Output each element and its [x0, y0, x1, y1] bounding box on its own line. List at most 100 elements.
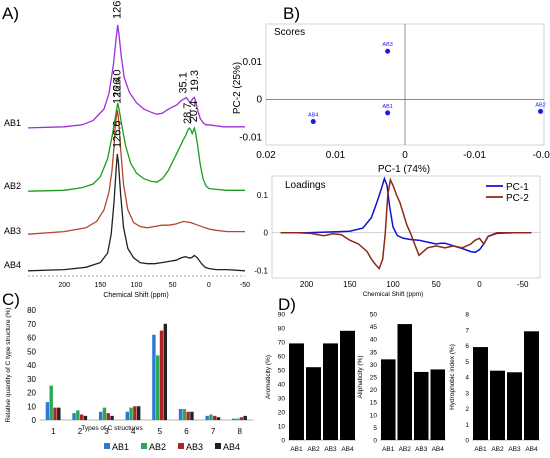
- peak-label: 126.0: [112, 69, 124, 97]
- score-point-ab3: [385, 48, 391, 54]
- y-tick-label: 30: [27, 375, 36, 384]
- bar-ab4: [163, 323, 168, 420]
- y-tick-label: 50: [27, 347, 36, 356]
- bar-ab1: [473, 347, 488, 440]
- x-tick-label: AB3: [324, 446, 337, 453]
- legend-swatch: [178, 443, 184, 449]
- y-tick-label: 7: [465, 327, 469, 334]
- plot-frame: [271, 175, 541, 279]
- x-tick-label: AB1: [474, 446, 487, 453]
- score-point-ab4: [310, 119, 316, 125]
- bar-ab4: [136, 406, 141, 420]
- y-tick-label: 25: [370, 375, 378, 382]
- y-tick-label: 2: [465, 406, 469, 413]
- x-tick-label: 4: [131, 427, 136, 436]
- legend-swatch: [141, 443, 147, 449]
- y-tick-label: 8: [465, 312, 469, 319]
- x-tick-label: 0.01: [326, 150, 346, 161]
- bar-ab1: [72, 413, 76, 420]
- y-tick-label: 40: [370, 337, 378, 344]
- bar-ab4: [83, 415, 88, 420]
- bar-ab3: [53, 407, 57, 420]
- panel-label-d: D): [278, 295, 296, 314]
- bar-ab4: [190, 411, 194, 420]
- y-tick-label: 50: [370, 312, 378, 319]
- x-tick-label: AB4: [432, 446, 445, 453]
- y-tick-label: 0.1: [257, 191, 269, 200]
- x-tick-label: 2: [78, 427, 83, 436]
- spectrum-line-ab2: [27, 102, 245, 192]
- y-tick-label: 10: [27, 402, 36, 411]
- x-tick-label: 7: [211, 427, 216, 436]
- score-point-label: AB2: [535, 102, 545, 108]
- y-tick-label: 40: [27, 361, 36, 370]
- peak-label: 19.3: [189, 70, 201, 91]
- bar-ab1: [232, 418, 236, 420]
- y-tick-label: 15: [370, 400, 378, 407]
- x-tick-label: 8: [237, 427, 242, 436]
- x-axis-title: PC-1 (74%): [378, 164, 430, 175]
- y-axis-title: Relative quantity of C type structure (%…: [5, 308, 12, 423]
- y-axis-title: PC-2 (25%): [232, 62, 243, 114]
- y-tick-label: 30: [278, 396, 286, 403]
- y-tick-label: 50: [278, 368, 286, 375]
- y-tick-label: 5: [373, 425, 377, 432]
- y-tick-label: 30: [370, 362, 378, 369]
- pca-loadings-plot: Loadings 0.1 0 -0.1 200 150 100 50 0 -50 Chemical …: [254, 175, 541, 298]
- bar-ab3: [323, 343, 338, 440]
- y-tick-label: 40: [278, 382, 286, 389]
- y-tick-label: 35: [370, 349, 378, 356]
- y-tick-label: 0: [373, 438, 377, 445]
- bar-ab2: [49, 385, 53, 420]
- x-tick-label: AB1: [382, 446, 395, 453]
- bar-ab2: [102, 407, 107, 420]
- bar-ab1: [380, 359, 396, 440]
- bar-ab2: [235, 418, 240, 420]
- x-tick-label: AB2: [399, 446, 412, 453]
- bar-ab2: [182, 409, 187, 420]
- y-tick-label: 60: [27, 334, 36, 343]
- score-point-label: AB1: [382, 104, 392, 110]
- panel-label-c: C): [2, 290, 20, 309]
- peak-label: 35.1: [177, 72, 189, 93]
- y-tick-label: 20: [370, 387, 378, 394]
- bar-ab3: [239, 417, 244, 420]
- bar-ab3: [133, 406, 137, 420]
- bar-ab4: [57, 407, 61, 420]
- x-tick-label: -0.02: [533, 150, 550, 161]
- y-tick-label: 0: [32, 416, 37, 425]
- x-tick-label: 150: [94, 282, 106, 289]
- y-tick-label: 0: [281, 438, 285, 445]
- x-tick-label: AB3: [415, 446, 428, 453]
- plot-title: Loadings: [285, 180, 326, 191]
- x-tick-label: 100: [131, 282, 143, 289]
- y-tick-label: 0: [465, 438, 469, 445]
- bar-ab3: [159, 330, 164, 420]
- y-tick-label: -0.01: [239, 132, 262, 143]
- spectrum-line-ab1: [27, 24, 245, 129]
- x-axis-title: Chemical Shift (ppm): [363, 291, 424, 298]
- y-tick-label: 70: [278, 340, 286, 347]
- bar-ab4: [216, 417, 221, 420]
- pca-scores-plot: Scores 0.02 0.01 0 -0.01 -0.02 0.01 0 -0.01 PC-1 …: [232, 23, 550, 175]
- spectrum-line-ab3: [27, 109, 245, 235]
- bar-ab1: [289, 343, 304, 440]
- spectrum-label: AB4: [4, 260, 21, 270]
- legend-label: PC-1: [506, 182, 529, 193]
- bar-ab4: [110, 415, 114, 420]
- x-tick-label: 0.02: [256, 150, 276, 161]
- peak-label: 20.4: [188, 101, 200, 122]
- hydrophobic-index-bar-chart: 0 1 2 3 4 5 6 7 8 Hydrophobic index (%) AB1 AB2 AB3 A…: [449, 312, 540, 453]
- loading-line-pc-1: [280, 176, 532, 254]
- x-tick-label: 0: [207, 282, 211, 289]
- bar-ab1: [152, 334, 156, 420]
- y-tick-label: 0: [256, 95, 262, 106]
- y-axis-title: Aliphaticity (%): [357, 356, 364, 399]
- x-tick-label: 50: [432, 280, 441, 289]
- x-axis-title: Chemical Shift (ppm): [103, 292, 168, 299]
- score-point-ab1: [385, 110, 391, 116]
- x-tick-label: AB1: [290, 446, 303, 453]
- bar-ab2: [397, 324, 413, 440]
- x-tick-label: -50: [517, 280, 529, 289]
